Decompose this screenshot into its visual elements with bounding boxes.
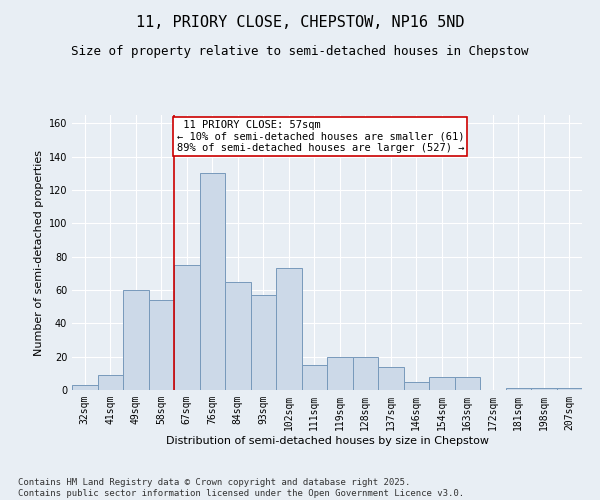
- Text: 11, PRIORY CLOSE, CHEPSTOW, NP16 5ND: 11, PRIORY CLOSE, CHEPSTOW, NP16 5ND: [136, 15, 464, 30]
- Bar: [276, 268, 302, 390]
- Bar: [174, 265, 199, 390]
- Bar: [97, 375, 123, 390]
- Text: Size of property relative to semi-detached houses in Chepstow: Size of property relative to semi-detach…: [71, 45, 529, 58]
- Text: Contains HM Land Registry data © Crown copyright and database right 2025.
Contai: Contains HM Land Registry data © Crown c…: [18, 478, 464, 498]
- Bar: [149, 300, 174, 390]
- Bar: [302, 365, 327, 390]
- Y-axis label: Number of semi-detached properties: Number of semi-detached properties: [34, 150, 44, 356]
- Bar: [531, 388, 557, 390]
- Bar: [353, 356, 378, 390]
- Bar: [404, 382, 429, 390]
- Bar: [251, 295, 276, 390]
- Text: 11 PRIORY CLOSE: 57sqm
← 10% of semi-detached houses are smaller (61)
89% of sem: 11 PRIORY CLOSE: 57sqm ← 10% of semi-det…: [176, 120, 464, 153]
- Bar: [557, 388, 582, 390]
- Bar: [378, 366, 404, 390]
- X-axis label: Distribution of semi-detached houses by size in Chepstow: Distribution of semi-detached houses by …: [166, 436, 488, 446]
- Bar: [327, 356, 353, 390]
- Bar: [199, 174, 225, 390]
- Bar: [225, 282, 251, 390]
- Bar: [429, 376, 455, 390]
- Bar: [123, 290, 149, 390]
- Bar: [505, 388, 531, 390]
- Bar: [72, 385, 97, 390]
- Bar: [455, 376, 480, 390]
